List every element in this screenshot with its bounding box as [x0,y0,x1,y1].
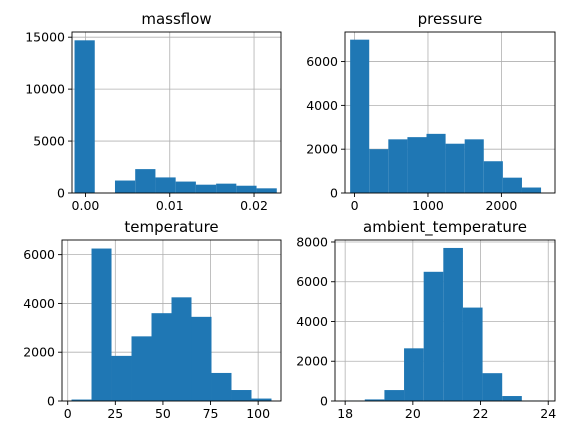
x-tick-label: 2000 [485,198,517,213]
histogram-bar [384,390,405,401]
x-tick-label: 24 [540,406,556,421]
histogram-bar [131,336,152,401]
histogram-panel-2: 0 1000 2000 0 2000 4000 6000 pressure [306,10,556,213]
histogram-bar [71,399,92,401]
y-tick-label: 0 [330,186,338,201]
y-tick-label: 2000 [23,345,55,360]
y-tick-label: 6000 [306,54,338,69]
histogram-bar [483,161,503,193]
histogram-bar [364,399,385,401]
histogram-bar [502,396,522,401]
axes-frame [344,31,556,194]
histogram-bar [423,271,444,401]
histogram-bar [388,139,408,193]
chart-title: massflow [141,10,211,28]
histogram-bar [462,307,483,401]
x-tick-label: 0 [351,198,359,213]
histogram-bar [91,248,112,401]
histogram-bar [251,398,272,401]
histogram-bar [236,185,257,193]
histogram-bar [407,137,427,193]
chart-title: temperature [124,218,218,236]
y-tick-label: 2000 [296,354,328,369]
histogram-bar [256,188,277,193]
histogram-bar [482,373,503,401]
histogram-bar [216,183,237,193]
histogram-bar [191,316,212,401]
x-tick-label: 22 [473,406,489,421]
y-tick-label: 6000 [23,247,55,262]
histogram-bar [404,348,424,401]
histogram-bar [111,355,132,401]
y-tick-label: 4000 [306,98,338,113]
y-tick-label: 0 [320,394,328,409]
histogram-bar [211,372,232,401]
y-tick-label: 6000 [296,274,328,289]
histogram-panel-1: 0.00 0.01 0.02 0 5000 10000 15000 massflow [25,10,282,213]
chart-title: pressure [418,10,483,28]
y-tick-label: 0 [57,186,65,201]
y-tick-label: 4000 [296,314,328,329]
histogram-bar [114,180,136,193]
histogram-bar [521,187,542,193]
x-tick-label: 100 [246,406,270,421]
histogram-bar [443,247,463,401]
x-tick-label: 0.00 [72,198,100,213]
x-tick-label: 50 [155,406,171,421]
histogram-bar [445,143,465,193]
y-tick-label: 2000 [306,142,338,157]
histogram-bar [74,40,95,193]
x-tick-label: 0.01 [156,198,184,213]
histogram-bar [135,169,156,193]
y-tick-label: 0 [47,394,55,409]
y-tick-label: 4000 [23,296,55,311]
histogram-bar [502,177,522,193]
x-tick-label: 0 [64,406,72,421]
axes-frame [71,31,282,194]
histogram-bar [171,297,192,401]
histogram-bar [155,177,176,193]
axes-frame [61,239,282,402]
axes-frame [334,239,556,402]
chart-title: ambient_temperature [363,218,527,237]
histogram-bar [350,39,370,193]
y-tick-label: 10000 [25,82,65,97]
histogram-bar [195,184,217,193]
histogram-bar [175,181,196,193]
histogram-bar [369,149,389,193]
histogram-bar [151,313,172,401]
y-tick-label: 8000 [296,234,328,249]
y-tick-label: 15000 [25,30,65,45]
y-tick-label: 5000 [33,134,65,149]
histogram-bar [231,390,252,401]
x-tick-label: 20 [405,406,421,421]
histogram-panel-3: 0 25 50 75 100 0 2000 4000 6000 temperature [23,218,282,421]
x-tick-label: 0.02 [240,198,268,213]
x-tick-label: 75 [203,406,219,421]
x-tick-label: 25 [107,406,123,421]
histogram-panel-4: 18 20 22 24 0 2000 4000 6000 8000 ambient_tempera… [296,218,556,421]
histogram-bar [464,139,484,193]
histogram-bar [426,133,446,193]
x-tick-label: 18 [337,406,353,421]
x-tick-label: 1000 [412,198,444,213]
